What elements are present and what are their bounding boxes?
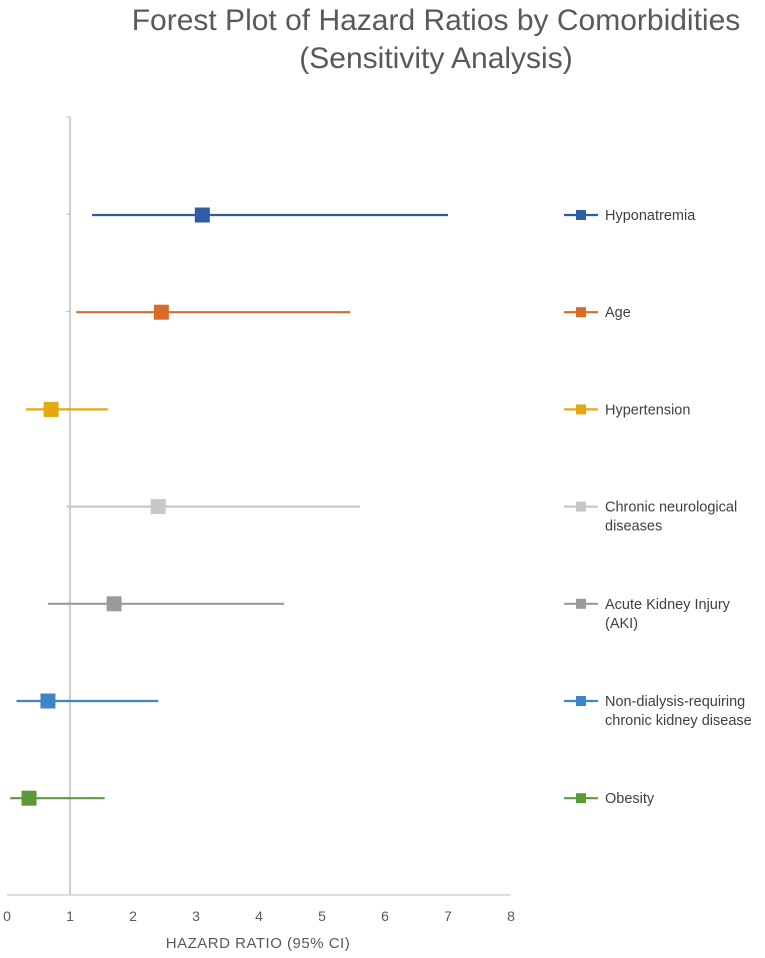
legend-label: Obesity xyxy=(605,791,655,807)
x-tick-label: 7 xyxy=(444,908,452,924)
x-tick-label: 4 xyxy=(255,908,263,924)
x-tick-label: 0 xyxy=(3,908,11,924)
hr-marker xyxy=(40,693,56,709)
hr-marker xyxy=(21,790,37,806)
legend-label: Hypertension xyxy=(605,402,690,418)
x-tick-label: 6 xyxy=(381,908,389,924)
legend-marker xyxy=(576,696,586,706)
x-tick-label: 3 xyxy=(192,908,200,924)
legend-label: chronic kidney disease xyxy=(605,713,752,729)
chart-title-line-2: (Sensitivity Analysis) xyxy=(299,42,572,75)
hr-marker xyxy=(153,304,169,320)
legend-label: Hyponatremia xyxy=(605,208,696,224)
legend-label: diseases xyxy=(605,519,662,535)
legend-marker xyxy=(576,210,586,220)
x-axis-ticks: 0 1 2 3 4 5 6 7 8 xyxy=(3,908,515,924)
legend-marker xyxy=(576,501,586,512)
legend-marker xyxy=(576,404,586,415)
x-tick-label: 1 xyxy=(66,908,74,924)
legend-label: Acute Kidney Injury xyxy=(605,597,731,613)
x-tick-label: 2 xyxy=(129,908,137,924)
legend-label: Chronic neurological xyxy=(605,500,737,516)
x-axis-title: HAZARD RATIO (95% CI) xyxy=(166,935,350,952)
chart-title: Forest Plot of Hazard Ratios by Comorbid… xyxy=(132,4,741,75)
legend-label: Non-dialysis-requiring xyxy=(605,694,745,710)
hr-marker xyxy=(194,207,210,223)
hr-marker xyxy=(43,401,59,417)
legend-label: (AKI) xyxy=(605,616,638,632)
chart-title-line-1: Forest Plot of Hazard Ratios by Comorbid… xyxy=(132,4,741,37)
legend-label: Age xyxy=(605,305,631,321)
x-tick-label: 8 xyxy=(507,908,515,924)
legend-marker xyxy=(576,307,586,318)
plot-area xyxy=(7,116,511,896)
legend: Hyponatremia Age Hypertension Chronic neuro… xyxy=(564,208,752,807)
hr-marker xyxy=(106,596,122,612)
legend-marker xyxy=(576,598,586,609)
legend-marker xyxy=(576,793,586,804)
x-tick-label: 5 xyxy=(318,908,326,924)
hr-marker xyxy=(150,499,166,515)
